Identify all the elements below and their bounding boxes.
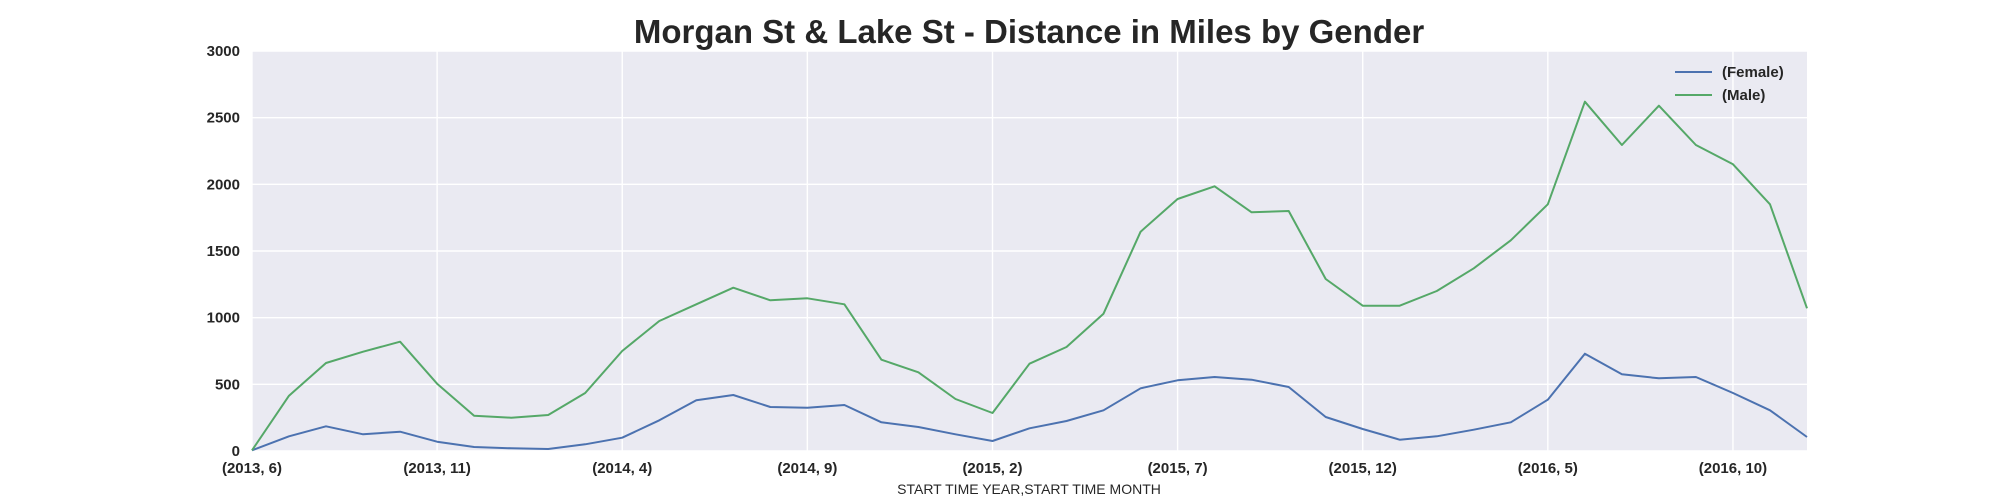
x-tick-label: (2015, 2) (962, 460, 1022, 477)
y-axis-ticks: 0 500 1000 1500 2000 2500 3000 (207, 43, 240, 460)
x-tick-label: (2016, 10) (1699, 460, 1767, 477)
x-tick-label: (2015, 12) (1329, 460, 1397, 477)
legend-label: (Male) (1722, 87, 1765, 104)
x-tick-label: (2014, 9) (777, 460, 837, 477)
y-tick-label: 2000 (207, 176, 240, 193)
x-tick-label: (2016, 5) (1518, 460, 1578, 477)
x-tick-label: (2013, 6) (222, 460, 282, 477)
series-line-male (251, 100, 1808, 451)
y-tick-label: 1500 (207, 243, 240, 260)
chart-title: Morgan St & Lake St - Distance in Miles … (634, 13, 1424, 50)
y-tick-label: 3000 (207, 43, 240, 60)
series-line-female (251, 352, 1808, 452)
y-tick-label: 0 (232, 443, 240, 460)
legend-label: (Female) (1722, 64, 1784, 81)
x-tick-label: (2013, 11) (403, 460, 471, 477)
x-axis-ticks: (2013, 6) (2013, 11) (2014, 4) (2014, 9) (20… (222, 460, 1767, 477)
grid-lines (251, 50, 1807, 452)
series-lines (251, 100, 1808, 452)
y-tick-label: 500 (215, 376, 240, 393)
x-axis-label: START TIME YEAR,START TIME MONTH (897, 481, 1161, 497)
y-tick-label: 1000 (207, 310, 240, 327)
x-tick-label: (2014, 4) (592, 460, 652, 477)
y-tick-label: 2500 (207, 110, 240, 127)
x-tick-label: (2015, 7) (1148, 460, 1208, 477)
legend: (Female) (Male) (1675, 64, 1784, 104)
